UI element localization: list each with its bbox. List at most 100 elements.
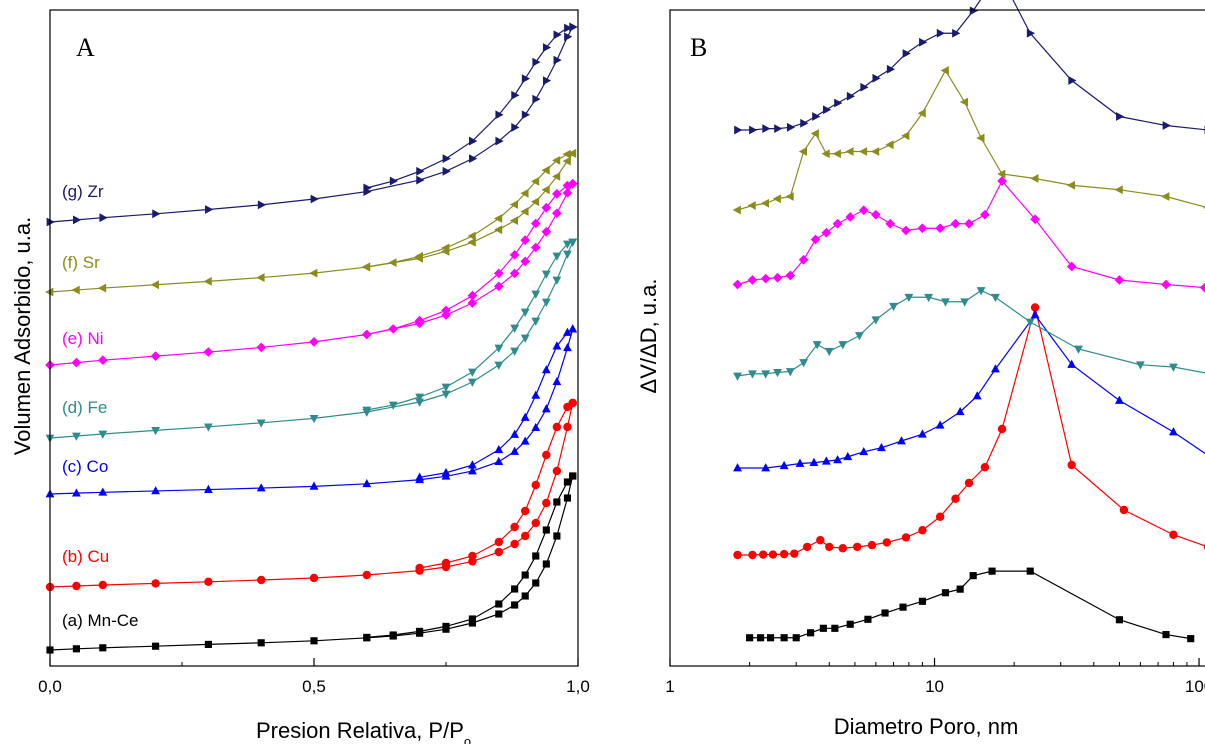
panel-a-adsorption-point — [256, 419, 266, 428]
panel-a-adsorption-point — [552, 276, 562, 285]
panel-a-adsorption-point — [257, 639, 265, 647]
panel-a-adsorption-point — [416, 175, 425, 185]
panel-a-adsorption-point — [509, 216, 518, 226]
panel-a-desorption-point — [553, 498, 561, 506]
panel-a-adsorption-point — [256, 342, 267, 353]
panel-a-series — [45, 148, 577, 297]
panel-a-desorption-point — [520, 235, 531, 245]
panel-a-desorption-point — [415, 393, 425, 402]
panel-a-x-axis-label: Presion Relativa, P/Po — [256, 718, 471, 744]
panel-a-desorption-point — [442, 622, 450, 630]
panel-a-series — [45, 238, 578, 443]
panel-a-adsorption-point — [45, 287, 54, 297]
panel-a-adsorption-point — [203, 423, 213, 432]
panel-a-desorption-point — [363, 183, 372, 193]
panel-a-series-label: (f) Sr — [62, 253, 100, 272]
panel-a-adsorption-point — [99, 213, 108, 223]
panel-b-distribution-point — [935, 512, 945, 521]
panel-a-desorption-point — [541, 365, 551, 374]
panel-b-distribution-point — [959, 97, 969, 107]
panel-a-desorption-point — [542, 450, 551, 460]
panel-b-distribution-point — [864, 615, 872, 623]
panel-b-distribution-point — [1169, 530, 1178, 539]
panel-a-adsorption-point — [71, 285, 80, 295]
panel-a-adsorption-point — [309, 415, 319, 424]
panel-a-adsorption-point — [521, 110, 531, 120]
panel-b-distribution-point — [733, 550, 742, 560]
panel-b-distribution-point — [980, 209, 990, 220]
panel-a-adsorption-point — [309, 268, 318, 278]
panel-a-adsorption-point — [521, 592, 529, 600]
panel-b-distribution-point — [748, 550, 757, 560]
panel-a-desorption-point — [511, 90, 520, 100]
panel-b-distribution-point — [772, 272, 783, 283]
panel-a-adsorption-point — [494, 361, 504, 370]
panel-b-distribution-point — [918, 429, 927, 438]
panel-a-adsorption-point — [494, 547, 503, 557]
panel-a-desorption-point — [552, 155, 561, 165]
panel-a-adsorption-point — [520, 334, 530, 343]
panel-b-distribution-point — [854, 332, 864, 341]
panel-a-adsorption-point — [362, 570, 371, 580]
panel-a-desorption-point — [389, 631, 397, 639]
panel-b-distribution-point — [799, 359, 809, 368]
panel-a-desorption-point — [494, 444, 504, 454]
panel-a-desorption-point — [493, 268, 504, 279]
panel-b-distribution-point — [733, 463, 742, 472]
panel-a-adsorption-point — [362, 478, 372, 488]
panel-a-desorption-point — [363, 633, 371, 641]
panel-a-desorption-point — [532, 57, 541, 67]
panel-a-desorption-point — [495, 110, 504, 120]
panel-b-distribution-point — [734, 125, 743, 135]
panel-b-distribution-point — [1116, 112, 1125, 121]
panel-a-desorption-point — [469, 136, 478, 146]
panel-a-adsorption-point — [541, 185, 550, 195]
panel-a-desorption-point — [530, 218, 541, 229]
panel-b-distribution-point — [917, 108, 926, 118]
panel-a-desorption-point — [467, 368, 477, 377]
panel-a-desorption-point — [553, 30, 562, 40]
panel-a-adsorption-point — [510, 539, 519, 549]
panel-a-series-label: (d) Fe — [62, 398, 107, 417]
panel-a-adsorption-point — [467, 378, 477, 387]
panel-b-distribution-point — [950, 218, 961, 229]
panel-b-distribution-point — [1066, 261, 1077, 272]
panel-a-desorption-point — [510, 522, 519, 532]
panel-b-distribution-point — [972, 391, 982, 400]
panel-a-desorption-point — [441, 467, 451, 477]
panel-b-distribution-point — [877, 442, 886, 452]
panel-b-distribution-point — [1114, 275, 1125, 285]
panel-a-desorption-point — [532, 552, 540, 560]
panel-b-distribution-point — [732, 205, 741, 215]
panel-a-adsorption-point — [72, 645, 80, 653]
panel-a-series-label: (b) Cu — [62, 547, 109, 566]
panel-b-distribution-point — [988, 567, 996, 575]
panel-b-distribution-point — [746, 634, 754, 642]
panel-b-distribution-point — [882, 538, 891, 547]
panel-a-adsorption-point — [563, 342, 572, 352]
panel-a-adsorption-point — [257, 200, 267, 210]
panel-a-series-labels: (a) Mn-Ce (b) Cu (c) Co (d) Fe (e) Ni (f) Sr (… — [62, 182, 139, 630]
panel-a-adsorption-point — [509, 268, 520, 279]
panel-b-distribution-point — [964, 478, 974, 488]
panel-a-desorption-point — [552, 252, 562, 261]
panel-b-distribution-point — [779, 460, 789, 470]
panel-a-adsorption-point — [552, 172, 561, 181]
panel-a-desorption-point — [552, 189, 562, 199]
panel-a-desorption-point — [563, 327, 572, 336]
panel-b-distribution-point — [819, 624, 827, 632]
panel-a-desorption-point — [442, 154, 451, 164]
panel-b-distribution-point — [1030, 174, 1039, 183]
panel-b-distribution-point — [785, 270, 796, 281]
panel-a-adsorption-point — [562, 188, 573, 198]
panel-b-distribution-point — [761, 463, 771, 472]
panel-b-distribution-point — [955, 406, 965, 416]
panel-a-desorption-point — [414, 315, 425, 326]
panel-b-distribution-point — [1169, 363, 1178, 372]
panel-a-desorption-point — [563, 240, 572, 249]
panel-b-distribution-point — [1199, 282, 1205, 293]
panel-b-series — [732, 176, 1205, 293]
panel-b-distribution-point — [832, 218, 843, 229]
panel-a-desorption-point — [520, 308, 530, 317]
panel-a-desorption-point — [467, 231, 476, 241]
